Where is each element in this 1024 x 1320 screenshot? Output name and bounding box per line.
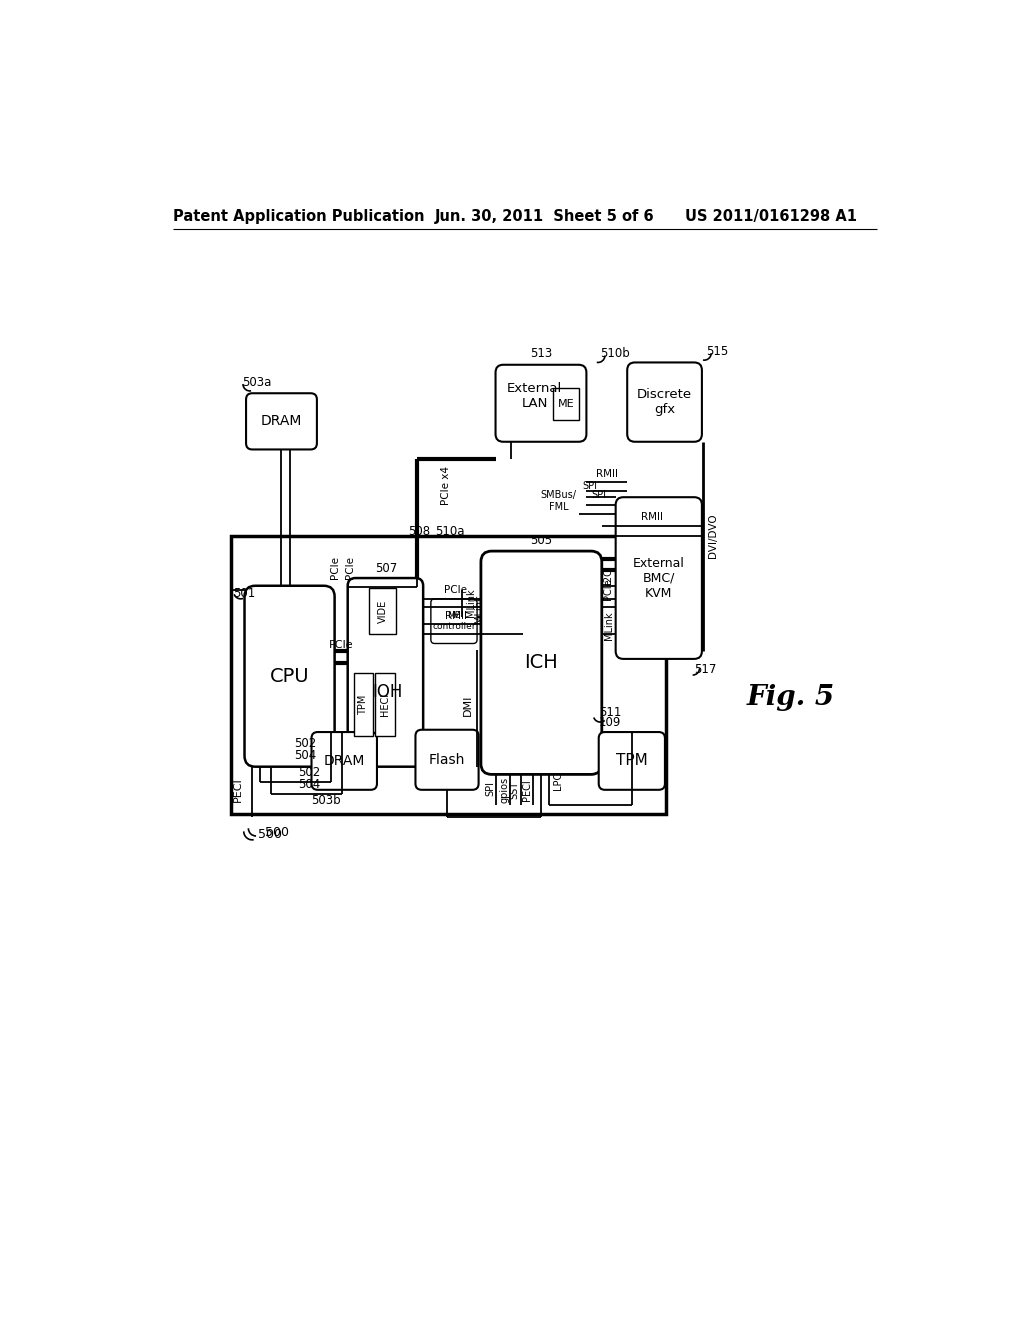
Text: 109: 109 <box>599 717 622 730</box>
Bar <box>376 673 395 737</box>
FancyBboxPatch shape <box>245 586 335 767</box>
Text: External
LAN: External LAN <box>507 381 562 409</box>
Text: ICH: ICH <box>524 653 558 672</box>
FancyBboxPatch shape <box>348 578 423 767</box>
Text: IOH: IOH <box>373 682 402 701</box>
Text: TPM: TPM <box>616 754 648 768</box>
Text: LPC: LPC <box>553 771 563 789</box>
Text: TPM: TPM <box>358 694 369 714</box>
Bar <box>370 589 396 635</box>
Text: SST: SST <box>510 780 520 799</box>
Text: PECI: PECI <box>233 777 244 803</box>
Text: PCIe x4: PCIe x4 <box>441 466 452 506</box>
Text: VIDE: VIDE <box>378 599 388 623</box>
Text: 504: 504 <box>295 750 316 763</box>
FancyBboxPatch shape <box>599 733 665 789</box>
Text: Fig. 5: Fig. 5 <box>746 684 835 711</box>
Text: 510a: 510a <box>435 524 464 537</box>
Text: DVI/DVO: DVI/DVO <box>708 513 718 558</box>
Bar <box>230 536 666 814</box>
Text: 500: 500 <box>265 825 290 838</box>
Bar <box>553 388 580 420</box>
Text: 507: 507 <box>375 562 397 576</box>
Text: ME
controller: ME controller <box>432 611 476 631</box>
Text: MLink: MLink <box>466 589 476 616</box>
Text: 502: 502 <box>295 737 316 750</box>
Text: DRAM: DRAM <box>324 754 365 768</box>
Text: PCIe: PCIe <box>444 585 467 594</box>
Text: SPI: SPI <box>485 780 496 796</box>
FancyBboxPatch shape <box>246 393 316 449</box>
Text: 502: 502 <box>298 767 321 779</box>
Text: SPI: SPI <box>582 480 597 491</box>
FancyBboxPatch shape <box>431 599 477 644</box>
Text: 503a: 503a <box>243 376 271 389</box>
Text: 505: 505 <box>530 533 552 546</box>
Text: ME: ME <box>558 399 574 409</box>
Text: External
BMC/
KVM: External BMC/ KVM <box>633 557 685 599</box>
Text: 511: 511 <box>599 706 622 719</box>
Text: 517: 517 <box>694 663 717 676</box>
Text: 503b: 503b <box>311 795 341 807</box>
Text: PCIe: PCIe <box>330 556 340 578</box>
Text: 500: 500 <box>258 828 282 841</box>
Text: 508: 508 <box>408 524 430 537</box>
Text: 504: 504 <box>298 777 321 791</box>
Text: 510b: 510b <box>600 347 630 360</box>
Text: PCIe: PCIe <box>345 556 355 578</box>
Text: MLink: MLink <box>473 594 483 623</box>
FancyBboxPatch shape <box>481 552 602 775</box>
FancyBboxPatch shape <box>416 730 478 789</box>
Text: PCIe: PCIe <box>603 578 613 601</box>
Text: CPU: CPU <box>269 667 309 685</box>
Text: MLink: MLink <box>604 611 613 640</box>
Bar <box>354 673 373 737</box>
Text: 515: 515 <box>706 345 728 358</box>
Text: Jun. 30, 2011  Sheet 5 of 6: Jun. 30, 2011 Sheet 5 of 6 <box>435 209 654 223</box>
FancyBboxPatch shape <box>496 364 587 442</box>
Text: HECI: HECI <box>381 693 390 715</box>
Text: RMII: RMII <box>596 469 617 479</box>
FancyBboxPatch shape <box>628 363 701 442</box>
Text: Flash: Flash <box>429 752 465 767</box>
Text: DMI: DMI <box>463 694 473 715</box>
Text: RMII: RMII <box>641 512 663 523</box>
Text: Discrete
gfx: Discrete gfx <box>637 388 692 416</box>
Text: 501: 501 <box>233 587 255 601</box>
Text: Patent Application Publication: Patent Application Publication <box>173 209 424 223</box>
Text: RMII: RMII <box>444 611 467 620</box>
Text: SPI: SPI <box>591 490 606 500</box>
Text: I2C: I2C <box>603 568 613 583</box>
Text: PCIe: PCIe <box>329 640 353 649</box>
FancyBboxPatch shape <box>311 733 377 789</box>
Text: PECI: PECI <box>522 779 532 801</box>
Text: gpios: gpios <box>499 776 509 803</box>
Text: US 2011/0161298 A1: US 2011/0161298 A1 <box>685 209 857 223</box>
FancyBboxPatch shape <box>615 498 701 659</box>
Text: SMBus/
FML: SMBus/ FML <box>541 490 577 512</box>
Text: DRAM: DRAM <box>261 414 302 429</box>
Text: 513: 513 <box>529 347 552 360</box>
